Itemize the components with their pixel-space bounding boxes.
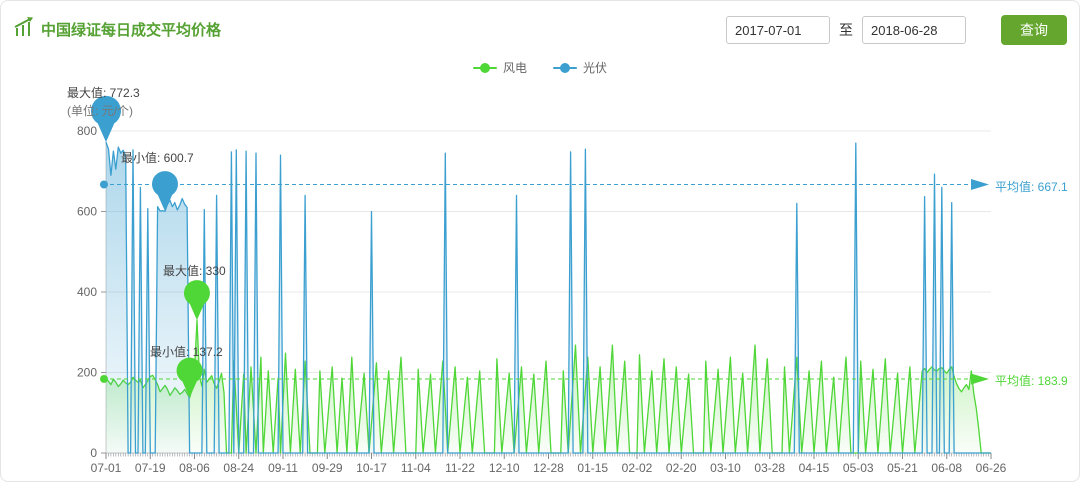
svg-text:12-28: 12-28	[533, 461, 564, 475]
page-title: 中国绿证每日成交平均价格	[41, 22, 222, 39]
query-button[interactable]: 查询	[1001, 15, 1067, 45]
svg-text:03-10: 03-10	[710, 461, 741, 475]
unit-label: (单位: 元/个)	[67, 104, 133, 118]
legend-item-wind[interactable]: 风电	[472, 59, 527, 76]
svg-text:06-26: 06-26	[976, 461, 1007, 475]
chart-trend-icon	[14, 17, 33, 36]
svg-text:11-22: 11-22	[445, 461, 475, 475]
legend-label-pv: 光伏	[583, 61, 608, 75]
svg-text:08-06: 08-06	[179, 461, 210, 475]
svg-text:12-10: 12-10	[489, 461, 520, 475]
average-line-wind	[100, 373, 989, 385]
y-axis: 0 200 400 600 800	[77, 124, 107, 460]
legend-item-pv[interactable]: 光伏	[553, 59, 607, 76]
svg-text:10-17: 10-17	[356, 461, 387, 475]
legend-label-wind: 风电	[502, 61, 527, 75]
svg-text:04-15: 04-15	[799, 461, 830, 475]
svg-text:07-19: 07-19	[135, 461, 166, 475]
svg-text:200: 200	[77, 366, 97, 380]
svg-text:08-24: 08-24	[223, 461, 254, 475]
svg-text:02-20: 02-20	[666, 461, 697, 475]
svg-text:400: 400	[77, 285, 97, 299]
pv-average-label: 平均值: 667.1	[995, 180, 1068, 194]
wind-min-marker	[176, 357, 203, 398]
svg-text:09-29: 09-29	[312, 461, 343, 475]
start-date-input[interactable]	[726, 16, 830, 44]
pv-min-annotation: 最小值: 600.7	[121, 151, 194, 165]
pv-max-annotation: 最大值: 772.3	[67, 86, 140, 100]
svg-text:05-03: 05-03	[843, 461, 874, 475]
wind-max-annotation: 最大值: 330	[163, 264, 226, 278]
end-date-input[interactable]	[862, 16, 966, 44]
pv-min-marker	[152, 171, 179, 212]
svg-text:03-28: 03-28	[754, 461, 785, 475]
svg-text:07-01: 07-01	[91, 461, 122, 475]
svg-text:0: 0	[90, 446, 97, 460]
svg-text:02-02: 02-02	[622, 461, 653, 475]
svg-text:800: 800	[77, 124, 97, 138]
wind-min-annotation: 最小值: 137.2	[150, 345, 223, 359]
chart-legend: 风电 光伏	[1, 59, 1079, 76]
wind-average-label: 平均值: 183.9	[995, 374, 1068, 388]
pv-legend-marker-icon	[553, 62, 577, 73]
svg-text:01-15: 01-15	[577, 461, 608, 475]
average-line-pv	[100, 178, 989, 190]
svg-text:05-21: 05-21	[887, 461, 918, 475]
wind-legend-marker-icon	[472, 62, 497, 73]
series-pv	[105, 141, 991, 454]
date-range-controls: 至 查询	[726, 15, 1067, 45]
svg-text:06-08: 06-08	[931, 461, 962, 475]
wind-max-marker	[183, 280, 210, 321]
svg-text:600: 600	[77, 205, 97, 219]
svg-text:09-11: 09-11	[268, 461, 298, 475]
date-separator: 至	[839, 22, 853, 38]
x-axis: 07-01 07-19 08-06 08-24 09-11 09-29 10-17 11-04…	[91, 453, 1007, 475]
svg-text:11-04: 11-04	[401, 461, 431, 475]
pv-max-marker	[91, 95, 121, 143]
